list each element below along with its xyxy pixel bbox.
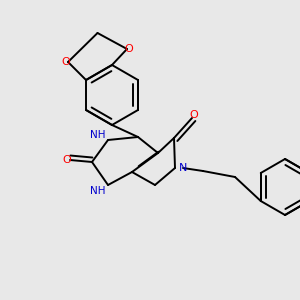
Text: N: N — [179, 163, 187, 173]
Text: NH: NH — [90, 186, 106, 196]
Text: O: O — [190, 110, 198, 120]
Text: NH: NH — [90, 130, 106, 140]
Text: O: O — [124, 44, 134, 54]
Text: O: O — [63, 155, 71, 165]
Text: O: O — [61, 57, 70, 67]
